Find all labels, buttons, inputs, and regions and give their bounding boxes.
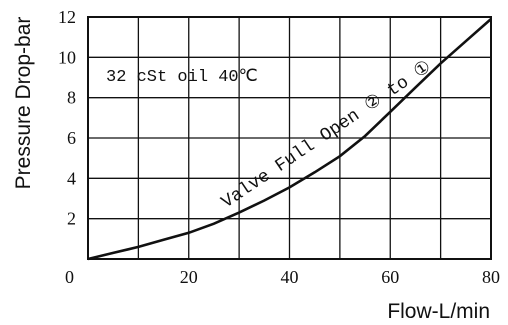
x-tick-label: 60 (381, 267, 399, 287)
grid-lines (87, 16, 492, 259)
y-tick-label: 6 (67, 128, 76, 148)
x-tick-label: 80 (482, 267, 500, 287)
y-tick-label: 4 (67, 168, 76, 188)
y-tick-label: 10 (58, 47, 76, 67)
y-axis-ticks: 2 4 6 8 10 12 (58, 7, 76, 229)
y-tick-label: 2 (67, 209, 76, 229)
pressure-flow-curve (87, 18, 492, 261)
fluid-annotation: 32 cSt oil 40℃ (106, 68, 258, 87)
x-axis-ticks: 0 20 40 60 80 (65, 267, 500, 287)
y-tick-label: 8 (67, 88, 76, 108)
plot-frame (87, 16, 492, 260)
x-tick-label: 20 (180, 267, 198, 287)
x-tick-label: 0 (65, 267, 74, 287)
x-tick-label: 40 (281, 267, 299, 287)
x-axis-label: Flow-L/min (387, 300, 490, 323)
y-axis-label: Pressure Drop-bar (12, 17, 35, 190)
y-tick-label: 12 (58, 7, 76, 27)
